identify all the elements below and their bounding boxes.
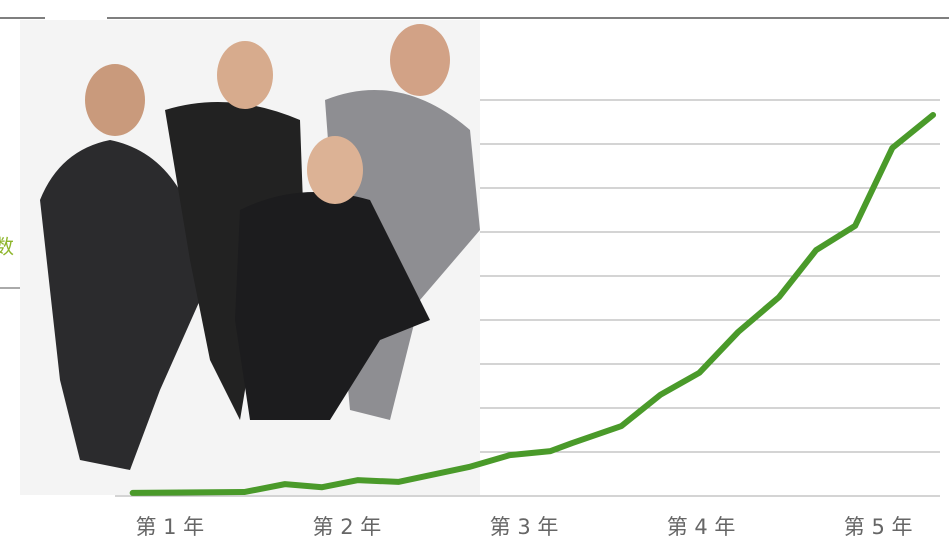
x-tick-label: 第 3 年 (490, 515, 559, 539)
person (40, 140, 200, 470)
person (235, 192, 430, 420)
data-line (129, 111, 937, 496)
x-tick-label: 第 4 年 (667, 515, 736, 539)
person-head (390, 24, 450, 96)
x-tick-label: 第 5 年 (844, 515, 913, 539)
person-head (307, 136, 363, 204)
person-head (217, 41, 273, 109)
plot (129, 111, 937, 496)
x-tick-label: 第 2 年 (313, 515, 382, 539)
person-head (85, 64, 145, 136)
photo (20, 20, 480, 495)
x-tick-label: 第 1 年 (135, 515, 204, 539)
y-axis-label: 数 (0, 235, 14, 259)
person (165, 102, 305, 420)
